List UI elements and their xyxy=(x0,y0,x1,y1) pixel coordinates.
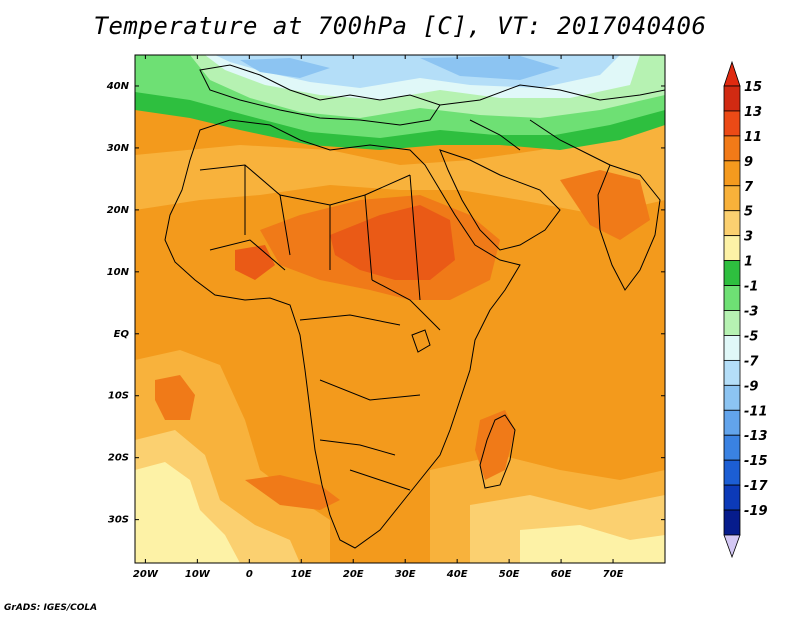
colorbar-swatch xyxy=(723,285,741,311)
colorbar-swatch xyxy=(723,335,741,361)
colorbar-label: 9 xyxy=(744,155,753,170)
blue-zone-caspian xyxy=(420,56,560,80)
colorbar-bottom-arrow xyxy=(723,534,741,559)
colorbar-label: -17 xyxy=(744,479,768,494)
colorbar-swatch xyxy=(723,160,741,187)
colorbar-label: -13 xyxy=(744,429,768,444)
warm-zone-west-ocean xyxy=(155,375,195,420)
colorbar-label: -5 xyxy=(744,329,758,344)
hot-zone-sudan xyxy=(330,205,455,280)
colorbar-swatch xyxy=(723,185,741,212)
warm-zone-madagascar xyxy=(475,410,515,480)
colorbar-swatch xyxy=(723,434,741,461)
colorbar-swatch xyxy=(723,459,741,486)
colorbar-label: -3 xyxy=(744,305,758,320)
colorbar-label: 15 xyxy=(744,80,762,95)
lon-tick-label: 10E xyxy=(291,569,312,580)
colorbar-label: 7 xyxy=(744,180,754,195)
colorbar-swatch xyxy=(723,310,741,336)
hot-zone-west xyxy=(235,245,275,280)
madagascar-coastline xyxy=(479,414,516,489)
colorbar-label: -19 xyxy=(744,504,768,519)
lat-tick-label: 10S xyxy=(108,391,129,402)
arabia-coastline xyxy=(439,149,561,251)
cream-zone-southwest xyxy=(135,462,240,563)
lon-tick-label: 0 xyxy=(246,569,253,580)
colorbar-top-arrow xyxy=(723,60,741,87)
warm-zone-southern-africa xyxy=(245,475,340,510)
lat-tick-label: 30S xyxy=(108,515,129,526)
grads-credit: GrADS: IGES/COLA xyxy=(4,603,98,613)
colorbar-swatch xyxy=(723,359,741,386)
colorbar-swatch xyxy=(723,210,741,237)
lon-tick-label: 60E xyxy=(551,569,572,580)
india-coastline xyxy=(597,164,661,291)
lat-tick-label: 20N xyxy=(107,205,130,216)
blue-zone-mediterranean xyxy=(240,58,330,78)
colorbar-swatch xyxy=(723,110,741,137)
lon-tick-label: 30E xyxy=(395,569,416,580)
african-borders xyxy=(199,164,441,491)
colorbar-swatch xyxy=(723,509,741,536)
temperature-field xyxy=(135,55,665,563)
colorbar-swatch xyxy=(723,260,741,286)
colorbar-label: 11 xyxy=(744,130,762,145)
colorbar-label: -15 xyxy=(744,454,768,469)
colorbar-swatch xyxy=(723,235,741,262)
map-frame xyxy=(134,54,666,564)
lat-tick-label: 40N xyxy=(106,81,130,92)
colorbar-swatch xyxy=(723,484,741,511)
chart-title: Temperature at 700hPa [C], VT: 201704040… xyxy=(93,12,707,40)
colorbar-label: 13 xyxy=(744,105,762,120)
colorbar-swatch xyxy=(723,384,741,411)
africa-coastline xyxy=(164,119,521,549)
colorbar-swatch xyxy=(723,85,741,112)
lon-tick-label: 10W xyxy=(185,569,211,580)
lat-tick-label: 10N xyxy=(107,267,130,278)
coastlines xyxy=(164,64,665,549)
lon-tick-label: 20E xyxy=(343,569,364,580)
asia-borders xyxy=(439,84,665,166)
colorbar-label: -7 xyxy=(744,354,759,369)
colorbar-label: 3 xyxy=(744,230,753,245)
colorbar-swatch xyxy=(723,135,741,162)
lat-tick-label: EQ xyxy=(114,329,130,340)
lat-tick-label: 20S xyxy=(108,453,129,464)
lat-tick-label: 30N xyxy=(107,143,130,154)
lon-tick-label: 70E xyxy=(603,569,624,580)
lon-tick-label: 20W xyxy=(133,569,159,580)
colorbar-label: 5 xyxy=(744,205,753,220)
colorbar-label: -1 xyxy=(744,280,758,295)
axis-ticks: 40N 30N 20N 10N EQ 10S 20S 30S 20W 10W 0 10E 20E 30E 4… xyxy=(106,55,665,580)
colorbar-label: -11 xyxy=(744,404,768,419)
lon-tick-label: 50E xyxy=(499,569,520,580)
colorbar: 15 13 11 9 7 5 3 1 -1 -3 -5 -7 -9 -11 -13 -15 -17 -19 xyxy=(723,60,768,559)
lon-tick-label: 40E xyxy=(446,569,468,580)
colorbar-swatch xyxy=(723,409,741,436)
colorbar-label: -9 xyxy=(744,379,758,394)
warm-zone-arabia xyxy=(560,170,650,240)
colorbar-label: 1 xyxy=(744,255,753,270)
lake-victoria xyxy=(411,329,431,353)
cream-zone-southeast xyxy=(520,525,665,563)
mild-zone-north xyxy=(135,120,665,215)
